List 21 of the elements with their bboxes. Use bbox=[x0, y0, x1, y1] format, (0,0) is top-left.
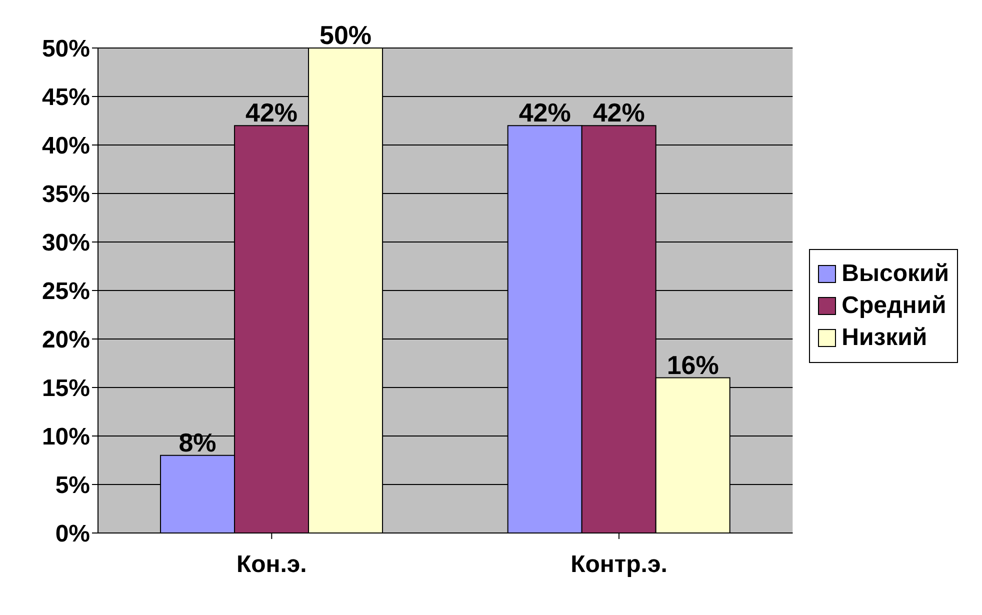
data-label: 16% bbox=[666, 350, 719, 380]
legend-label: Средний bbox=[842, 292, 946, 320]
data-label: 42% bbox=[245, 98, 298, 128]
x-tick-label: Контр.э. bbox=[570, 551, 668, 578]
x-tick-label: Кон.э. bbox=[236, 551, 307, 578]
legend-label: Высокий bbox=[842, 260, 949, 288]
legend-label: Низкий bbox=[842, 324, 928, 352]
y-tick-label: 25% bbox=[42, 278, 90, 306]
y-tick-label: 20% bbox=[42, 326, 90, 354]
y-tick-label: 35% bbox=[42, 181, 90, 208]
data-label: 50% bbox=[319, 20, 372, 50]
y-tick-label: 5% bbox=[55, 472, 90, 500]
data-label: 42% bbox=[518, 98, 571, 128]
y-tick-label: 40% bbox=[42, 132, 90, 160]
y-tick-label: 30% bbox=[42, 230, 90, 257]
data-label: 42% bbox=[592, 98, 645, 128]
y-tick-label: 10% bbox=[42, 424, 90, 451]
y-tick-label: 50% bbox=[42, 36, 90, 63]
y-tick-label: 15% bbox=[42, 375, 90, 402]
y-tick-label: 0% bbox=[55, 520, 90, 548]
y-tick-label: 45% bbox=[42, 84, 90, 112]
